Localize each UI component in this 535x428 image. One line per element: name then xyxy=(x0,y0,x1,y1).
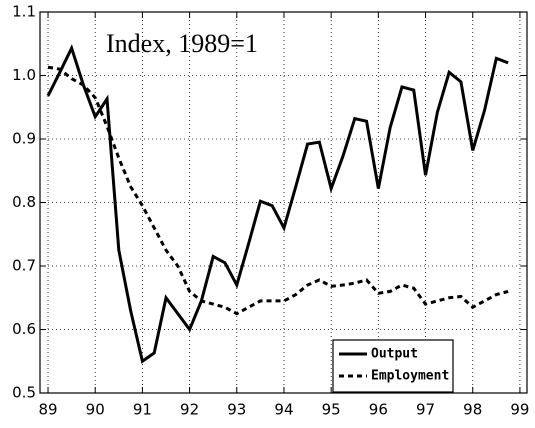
x-tick-label: 91 xyxy=(133,401,152,419)
series-line xyxy=(47,65,509,316)
x-tick-label: 93 xyxy=(227,401,246,419)
legend-box xyxy=(332,339,454,393)
x-tick-label: 94 xyxy=(274,401,293,419)
x-tick-label: 95 xyxy=(322,401,341,419)
y-tick-label: 1.1 xyxy=(12,3,36,21)
x-tick-label: 97 xyxy=(416,401,435,419)
y-tick-label: 0.9 xyxy=(12,130,36,148)
legend-label: Output xyxy=(371,347,418,362)
series-line xyxy=(46,44,509,364)
x-tick-label: 99 xyxy=(510,401,529,419)
x-tick-label: 89 xyxy=(38,401,57,419)
y-tick-label: 1.0 xyxy=(12,66,36,84)
y-tick-label: 0.6 xyxy=(12,320,36,338)
y-tick-label: 0.5 xyxy=(12,384,36,402)
x-tick-label: 96 xyxy=(369,401,388,419)
x-tick-label: 98 xyxy=(463,401,482,419)
y-tick-label: 0.7 xyxy=(12,257,36,275)
annotation: Index, 1989=1 xyxy=(106,29,258,58)
y-tick-label: 0.8 xyxy=(12,193,36,211)
x-tick-label: 90 xyxy=(86,401,105,419)
x-tick-label: 92 xyxy=(180,401,199,419)
plot-frame xyxy=(39,11,528,394)
legend-label: Employment xyxy=(371,369,449,384)
